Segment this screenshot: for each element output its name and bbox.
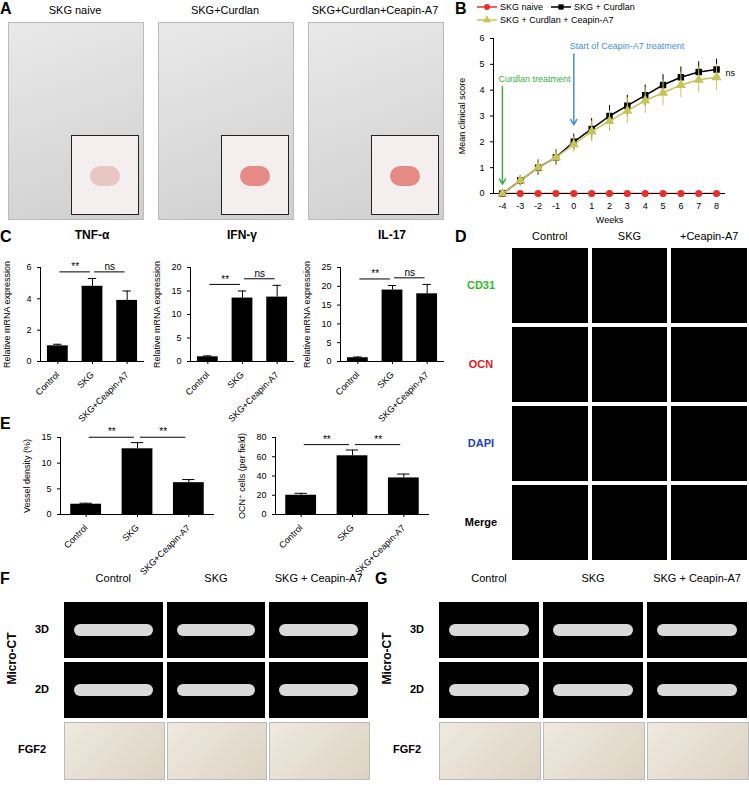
svg-text:**: ** — [71, 261, 79, 272]
svg-text:0: 0 — [261, 509, 266, 519]
svg-text:40: 40 — [256, 471, 266, 481]
svg-text:**: ** — [323, 434, 331, 445]
svg-text:7: 7 — [696, 201, 701, 211]
svg-text:80: 80 — [256, 432, 266, 442]
svg-text:-4: -4 — [498, 201, 506, 211]
svg-text:5: 5 — [176, 333, 181, 343]
svg-text:SKG+Ceapin-A7: SKG+Ceapin-A7 — [226, 370, 280, 424]
svg-text:SKG: SKG — [375, 370, 396, 391]
svg-text:3: 3 — [479, 111, 484, 121]
svg-text:SKG+Ceapin-A7: SKG+Ceapin-A7 — [138, 523, 192, 577]
svg-text:Weeks: Weeks — [596, 215, 624, 225]
svg-text:ns: ns — [726, 68, 736, 78]
svg-text:ns: ns — [105, 261, 116, 272]
svg-text:-1: -1 — [552, 201, 560, 211]
svg-text:0: 0 — [479, 188, 484, 198]
svg-text:Start of Ceapin-A7 treatment: Start of Ceapin-A7 treatment — [570, 41, 685, 51]
svg-text:5: 5 — [479, 59, 484, 69]
svg-text:20: 20 — [256, 490, 266, 500]
svg-text:Mean clinical score: Mean clinical score — [457, 78, 467, 155]
svg-text:0: 0 — [46, 509, 51, 519]
svg-text:1: 1 — [479, 163, 484, 173]
svg-text:5: 5 — [46, 484, 51, 494]
svg-text:2: 2 — [26, 325, 31, 335]
svg-text:4: 4 — [26, 294, 31, 304]
svg-text:Control: Control — [34, 370, 62, 398]
svg-text:**: ** — [371, 268, 379, 279]
svg-text:0: 0 — [26, 356, 31, 366]
svg-text:**: ** — [374, 434, 382, 445]
svg-text:6: 6 — [479, 33, 484, 43]
svg-text:SKG+Ceapin-A7: SKG+Ceapin-A7 — [76, 370, 130, 424]
svg-text:8: 8 — [714, 201, 719, 211]
svg-text:1: 1 — [589, 201, 594, 211]
svg-text:-3: -3 — [516, 201, 524, 211]
svg-text:0: 0 — [326, 356, 331, 366]
svg-text:ns: ns — [255, 268, 266, 279]
svg-text:SKG: SKG — [225, 370, 246, 391]
svg-text:Control: Control — [184, 370, 212, 398]
svg-text:**: ** — [221, 274, 229, 285]
svg-text:20: 20 — [171, 262, 181, 272]
svg-text:Curdlan treatment: Curdlan treatment — [498, 74, 571, 84]
svg-text:Relative mRNA expression: Relative mRNA expression — [2, 261, 12, 368]
svg-text:Relative mRNA expression: Relative mRNA expression — [302, 261, 312, 368]
svg-text:SKG: SKG — [335, 523, 356, 544]
svg-text:4: 4 — [643, 201, 648, 211]
svg-text:0: 0 — [571, 201, 576, 211]
svg-text:5: 5 — [326, 338, 331, 348]
svg-text:15: 15 — [171, 286, 181, 296]
svg-text:6: 6 — [678, 201, 683, 211]
svg-text:SKG+Ceapin-A7: SKG+Ceapin-A7 — [376, 370, 430, 424]
svg-text:15: 15 — [321, 300, 331, 310]
svg-text:Relative mRNA expression: Relative mRNA expression — [152, 261, 162, 368]
svg-text:-2: -2 — [534, 201, 542, 211]
svg-text:2: 2 — [479, 137, 484, 147]
svg-text:0: 0 — [176, 356, 181, 366]
svg-text:**: ** — [159, 426, 167, 437]
svg-text:4: 4 — [479, 85, 484, 95]
svg-text:3: 3 — [625, 201, 630, 211]
svg-text:20: 20 — [321, 281, 331, 291]
svg-text:Control: Control — [334, 370, 362, 398]
svg-text:SKG: SKG — [75, 370, 96, 391]
svg-text:Control: Control — [62, 523, 90, 551]
svg-text:OCN⁺ cells (per field): OCN⁺ cells (per field) — [237, 433, 247, 519]
svg-text:ns: ns — [405, 267, 416, 278]
svg-text:6: 6 — [26, 262, 31, 272]
svg-text:10: 10 — [41, 458, 51, 468]
svg-text:10: 10 — [171, 309, 181, 319]
svg-text:SKG+Ceapin-A7: SKG+Ceapin-A7 — [353, 523, 407, 577]
svg-text:60: 60 — [256, 452, 266, 462]
svg-text:**: ** — [108, 426, 116, 437]
svg-text:Control: Control — [277, 523, 305, 551]
svg-text:2: 2 — [607, 201, 612, 211]
svg-text:5: 5 — [661, 201, 666, 211]
svg-text:25: 25 — [321, 262, 331, 272]
svg-text:10: 10 — [321, 319, 331, 329]
svg-text:Vessel density (%): Vessel density (%) — [22, 439, 32, 513]
svg-text:15: 15 — [41, 432, 51, 442]
svg-text:SKG: SKG — [120, 523, 141, 544]
